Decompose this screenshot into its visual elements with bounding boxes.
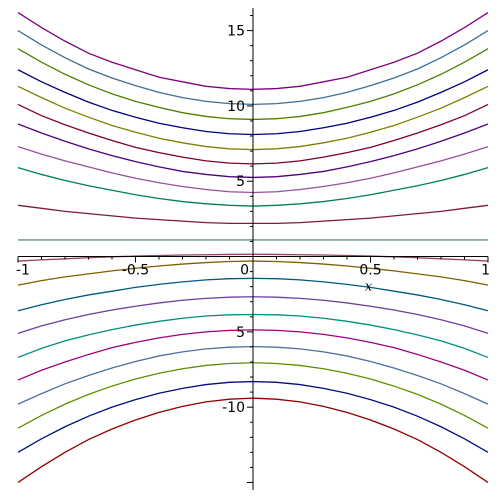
y-tick-label: 5 xyxy=(236,174,245,190)
y-tick-label: 15 xyxy=(227,24,245,40)
x-tick-label: -0.5 xyxy=(122,263,149,279)
y-tick-label: -10 xyxy=(222,400,245,416)
y-tick-label: 10 xyxy=(227,99,245,115)
x-axis-label: x xyxy=(365,280,373,295)
x-tick-label: 0 xyxy=(240,263,249,279)
x-tick-label: -1 xyxy=(16,263,30,279)
x-tick-label: 1 xyxy=(481,263,490,279)
x-tick-label: 0.5 xyxy=(359,263,381,279)
axes-group xyxy=(18,8,488,490)
y-tick-label: 5 xyxy=(236,325,245,341)
